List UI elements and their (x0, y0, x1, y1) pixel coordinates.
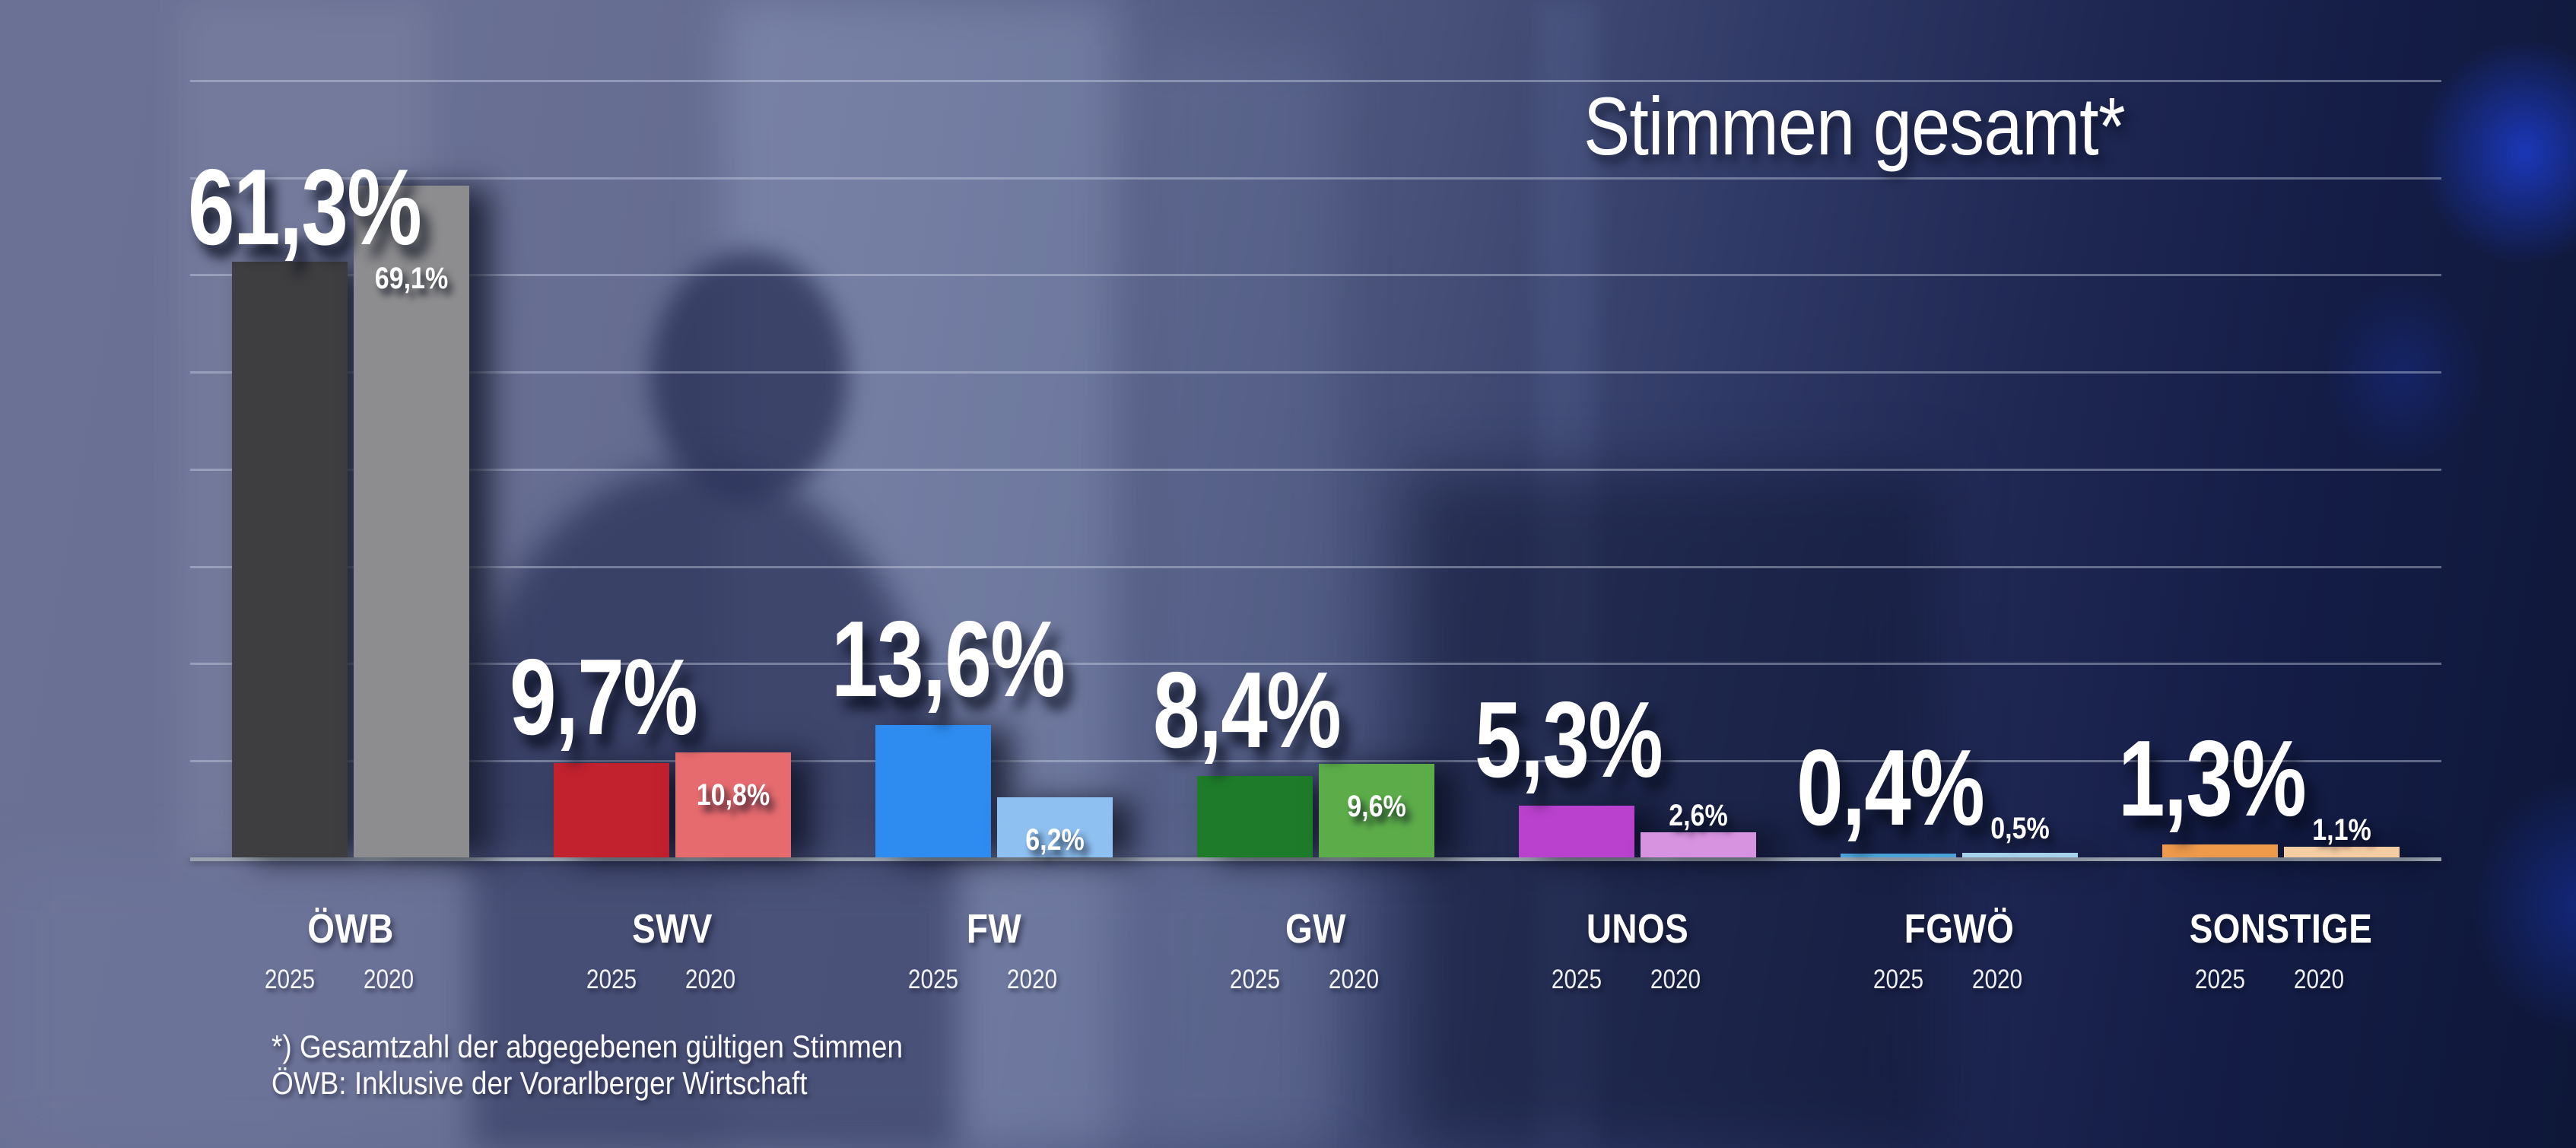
gridline-70pct (190, 177, 2441, 180)
bar-2020 (1641, 832, 1756, 857)
bar-group-FW: 13,6% 6,2% FW 2025 2020 (831, 0, 1113, 1148)
bar-group-SONSTIGE: 1,3% 1,1% SONSTIGE 2025 2020 (2118, 0, 2400, 1148)
bar-group-UNOS: 5,3% 2,6% UNOS 2025 2020 (1475, 0, 1756, 1148)
bar-group-FGWÖ: 0,4% 0,5% FGWÖ 2025 2020 (1796, 0, 2078, 1148)
party-label-GW: GW (1285, 906, 1346, 952)
value-label-2025: 61,3% (188, 147, 422, 268)
year-label-2020: 2020 (1328, 965, 1380, 994)
gridline-60pct (190, 274, 2441, 276)
bar-2025 (1841, 854, 1956, 857)
bar-group-SWV: 9,7% 10,8% SWV 2025 2020 (510, 0, 791, 1148)
bar-group-ÖWB: 61,3% 69,1% ÖWB 2025 2020 (188, 0, 469, 1148)
gridline-10pct (190, 760, 2441, 762)
value-label-2020: 6,2% (1025, 823, 1085, 857)
year-label-2025: 2025 (1551, 965, 1602, 994)
footnote: *) Gesamtzahl der abgegebenen gültigen S… (272, 1029, 903, 1102)
value-label-2020: 9,6% (1347, 790, 1406, 823)
bar-2025 (232, 262, 348, 857)
bar-2025 (1519, 806, 1634, 857)
bar-2020 (675, 752, 791, 857)
value-label-2020: 1,1% (2312, 813, 2371, 847)
party-label-ÖWB: ÖWB (307, 906, 394, 952)
background-person-silhouette (650, 251, 848, 502)
party-label-FGWÖ: FGWÖ (1904, 906, 2015, 952)
year-label-2025: 2025 (2194, 965, 2246, 994)
background-booth-panel (1141, 46, 1339, 1148)
year-label-2025: 2025 (264, 965, 316, 994)
background-blue-glow (2388, 8, 2576, 297)
year-label-2025: 2025 (1229, 965, 1281, 994)
gridline-20pct (190, 663, 2441, 665)
bar-group-GW: 8,4% 9,6% GW 2025 2020 (1153, 0, 1434, 1148)
year-label-2020: 2020 (2293, 965, 2345, 994)
party-label-SONSTIGE: SONSTIGE (2189, 906, 2373, 952)
value-label-2025: 13,6% (831, 599, 1066, 720)
party-label-SWV: SWV (632, 906, 713, 952)
gridline-50pct (190, 371, 2441, 374)
value-label-2020: 2,6% (1669, 799, 1728, 832)
bar-2025 (2162, 844, 2278, 857)
bar-2025 (875, 725, 991, 857)
year-label-2025: 2025 (586, 965, 637, 994)
value-label-2020: 69,1% (374, 262, 449, 295)
footnote-line: *) Gesamtzahl der abgegebenen gültigen S… (272, 1029, 904, 1064)
background-blue-glow (2297, 251, 2510, 494)
bar-2025 (1197, 776, 1313, 857)
value-label-2025: 1,3% (2118, 718, 2307, 839)
bar-2025 (554, 763, 669, 857)
value-label-2025: 8,4% (1153, 650, 1342, 771)
gridline-80pct (190, 80, 2441, 82)
bar-2020 (354, 186, 469, 857)
year-label-2025: 2025 (1872, 965, 1924, 994)
year-label-2020: 2020 (1971, 965, 2023, 994)
party-label-UNOS: UNOS (1586, 906, 1689, 952)
bar-2020 (997, 797, 1113, 857)
year-label-2020: 2020 (684, 965, 736, 994)
chart-title: Stimmen gesamt* (1583, 80, 2126, 172)
value-label-2020: 0,5% (1990, 812, 2050, 845)
year-label-2020: 2020 (1006, 965, 1058, 994)
year-label-2020: 2020 (363, 965, 415, 994)
footnote-line: ÖWB: Inklusive der Vorarlberger Wirtscha… (272, 1065, 808, 1101)
bar-2020 (2284, 847, 2400, 857)
gridline-30pct (190, 566, 2441, 568)
value-label-2025: 9,7% (510, 637, 698, 758)
x-axis-baseline (190, 857, 2441, 861)
value-label-2025: 0,4% (1796, 727, 1985, 848)
year-label-2020: 2020 (1650, 965, 1701, 994)
bar-2020 (1962, 853, 2078, 857)
year-label-2025: 2025 (907, 965, 959, 994)
party-label-FW: FW (966, 906, 1022, 952)
value-label-2025: 5,3% (1475, 679, 1663, 800)
background-bottom-haze (0, 860, 1331, 1148)
background-blue-glow (2434, 730, 2576, 1080)
value-label-2020: 10,8% (696, 778, 770, 812)
background-dark-shape (1407, 472, 1939, 1148)
gridline-40pct (190, 469, 2441, 471)
bar-2020 (1319, 764, 1434, 857)
